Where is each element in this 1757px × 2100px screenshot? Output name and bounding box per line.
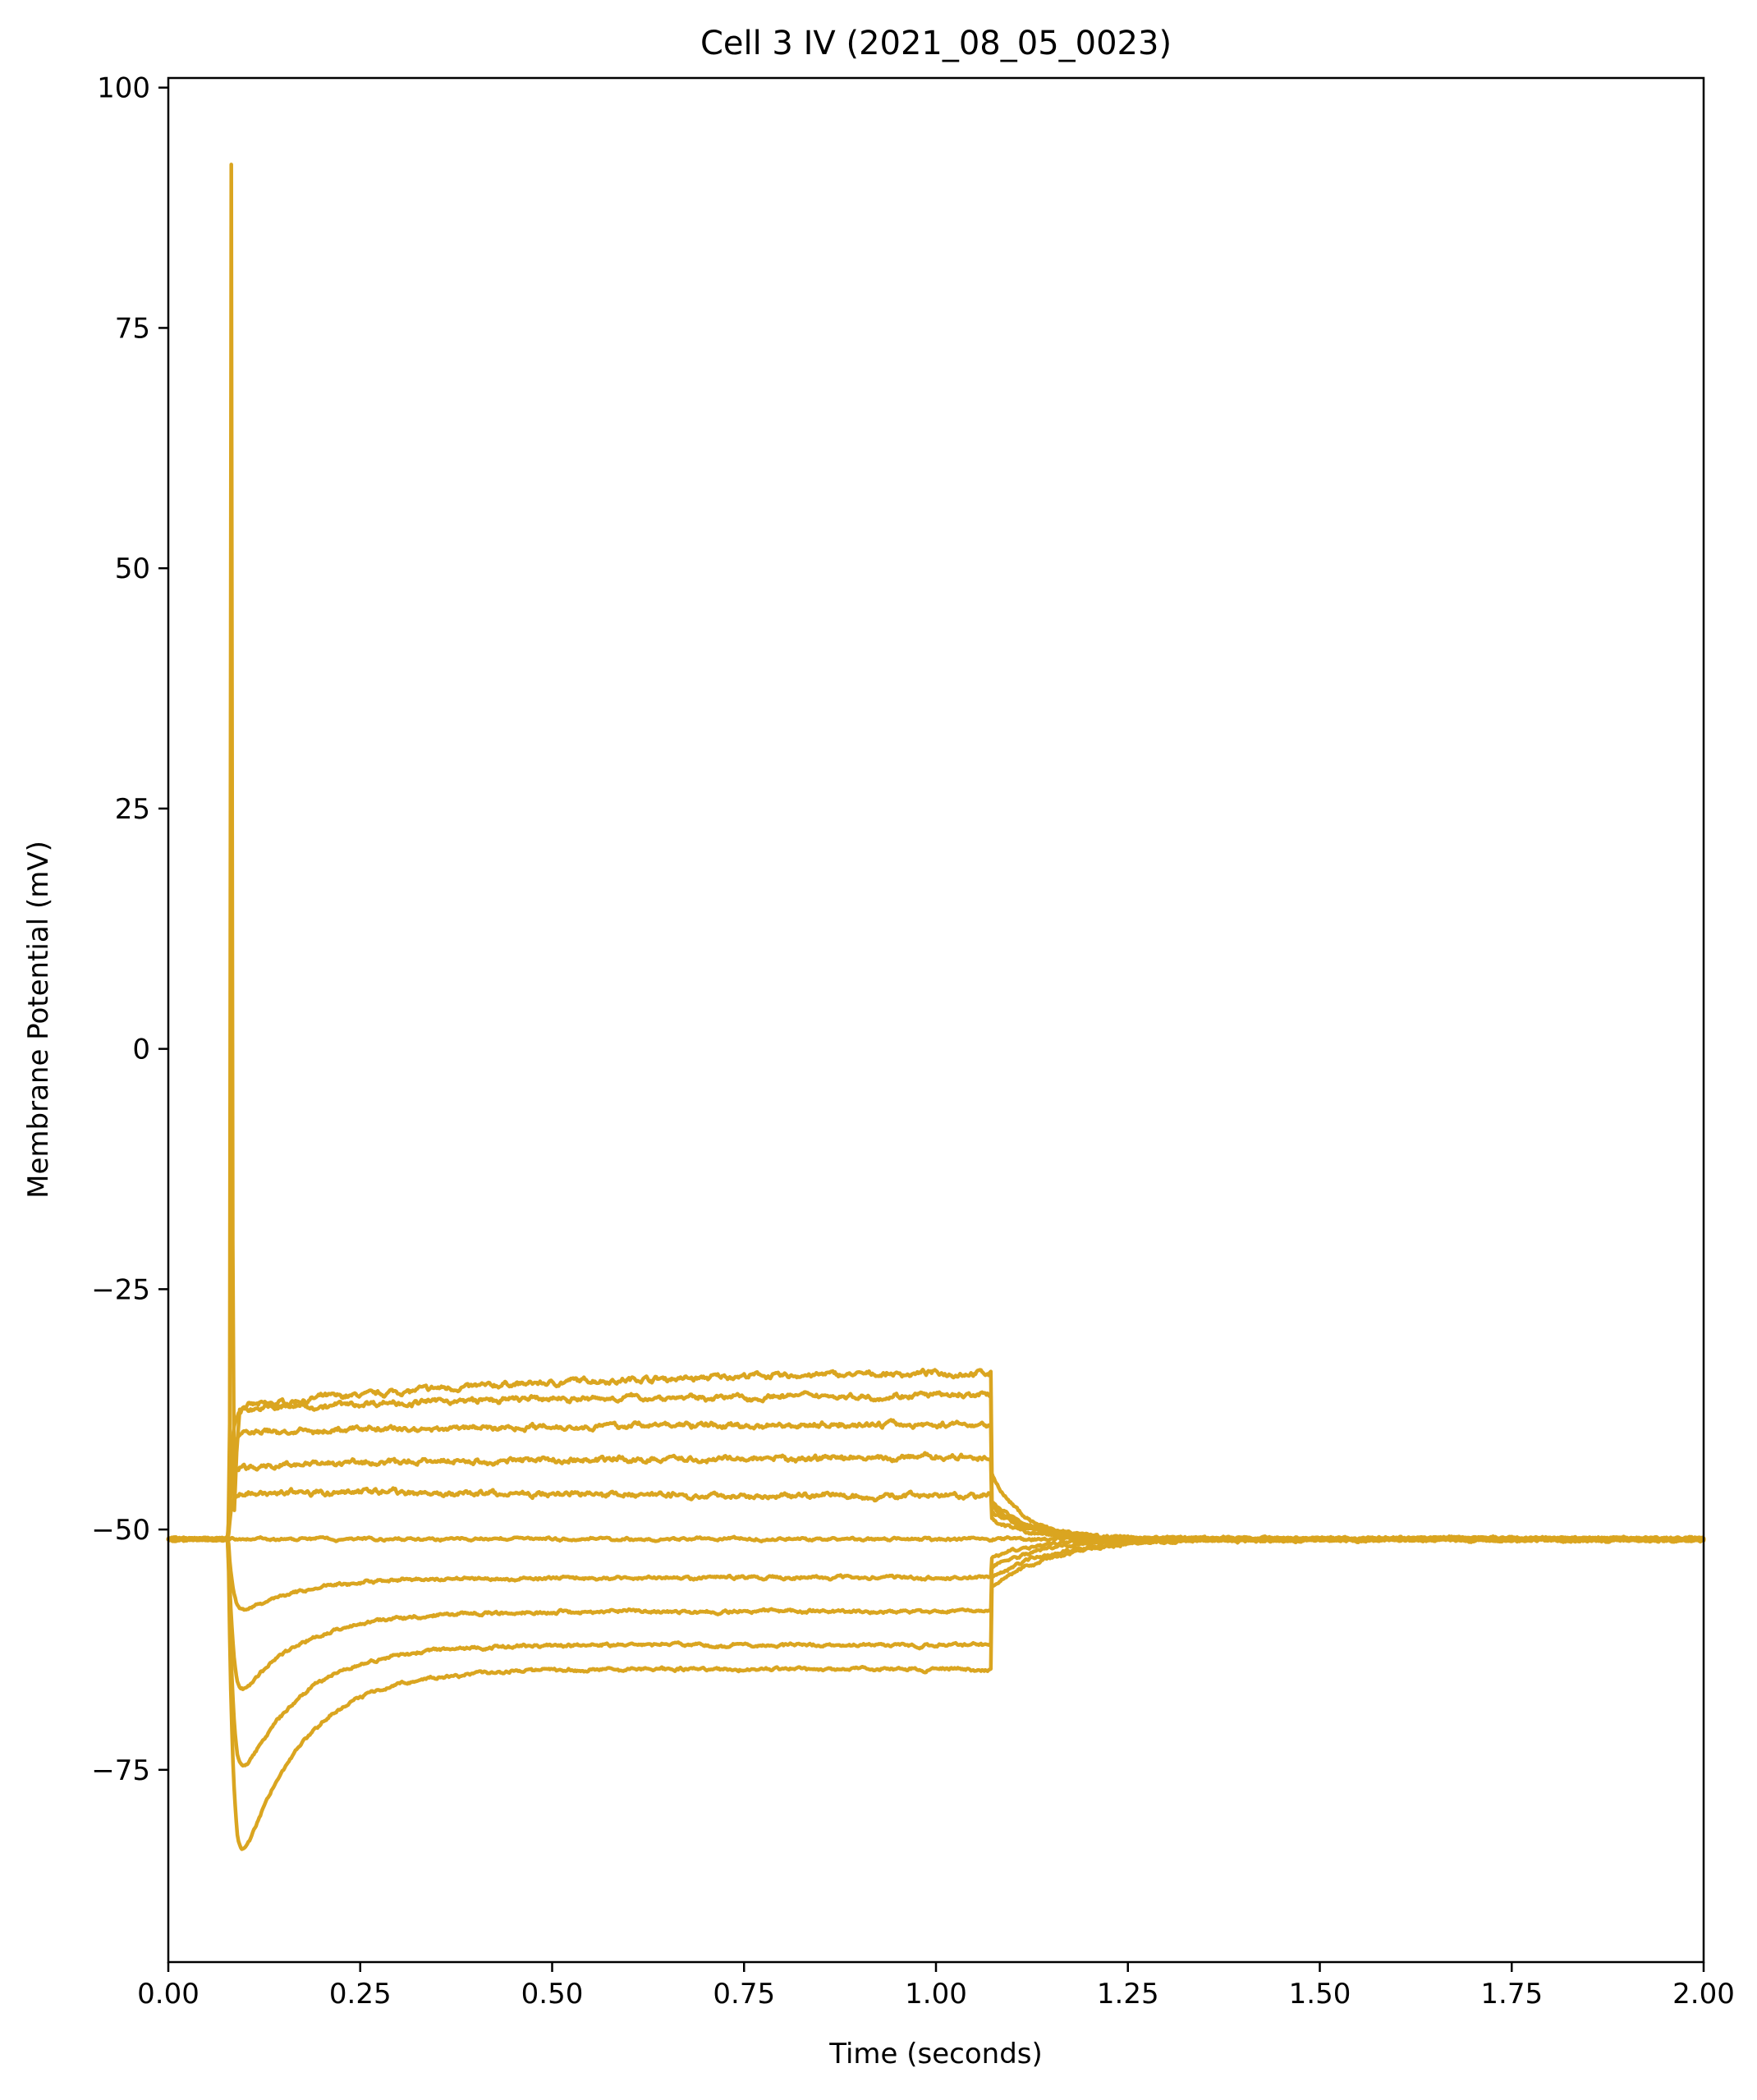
y-axis: −75 −50 −25 0 25 50 75 100 (91, 72, 168, 1787)
trace-sweep (166, 1451, 1706, 1545)
x-tick-label: 0.75 (713, 1978, 775, 2011)
y-tick-label: −75 (91, 1754, 150, 1787)
x-tick-label: 1.25 (1097, 1978, 1159, 2011)
y-tick-label: 25 (115, 793, 150, 826)
x-tick-label: 0.25 (329, 1978, 392, 2011)
x-tick-label: 0.00 (137, 1978, 200, 2011)
chart-title: Cell 3 IV (2021_08_05_0023) (700, 25, 1172, 62)
x-tick-label: 1.50 (1289, 1978, 1351, 2011)
y-tick-label: 50 (115, 553, 150, 585)
x-tick-label: 2.00 (1672, 1978, 1735, 2011)
trace-sweep (166, 1418, 1706, 1544)
y-tick-label: 100 (97, 72, 150, 105)
x-tick-label: 1.75 (1480, 1978, 1543, 2011)
y-tick-label: −25 (91, 1273, 150, 1306)
trace-sweep (166, 163, 1706, 1544)
trace-sweep (166, 1486, 1706, 1544)
trace-sweep (166, 1534, 1706, 1851)
x-tick-label: 0.50 (521, 1978, 584, 2011)
y-tick-label: 75 (115, 312, 150, 345)
plot-frame (167, 76, 1705, 1964)
trace-sweep (166, 1534, 1706, 1692)
x-axis: 0.00 0.25 0.50 0.75 1.00 1.25 1.50 1.75 2.00 (137, 1962, 1735, 2011)
x-axis-label: Time (seconds) (828, 2038, 1043, 2070)
y-tick-label: 0 (132, 1034, 150, 1066)
traces (166, 163, 1706, 1851)
y-axis-label: Membrane Potential (mV) (22, 841, 55, 1199)
trace-sweep (166, 1534, 1706, 1768)
trace-sweep (166, 1390, 1706, 1544)
x-tick-label: 1.00 (905, 1978, 967, 2011)
trace-sweep (166, 1534, 1706, 1612)
y-tick-label: −50 (91, 1514, 150, 1547)
